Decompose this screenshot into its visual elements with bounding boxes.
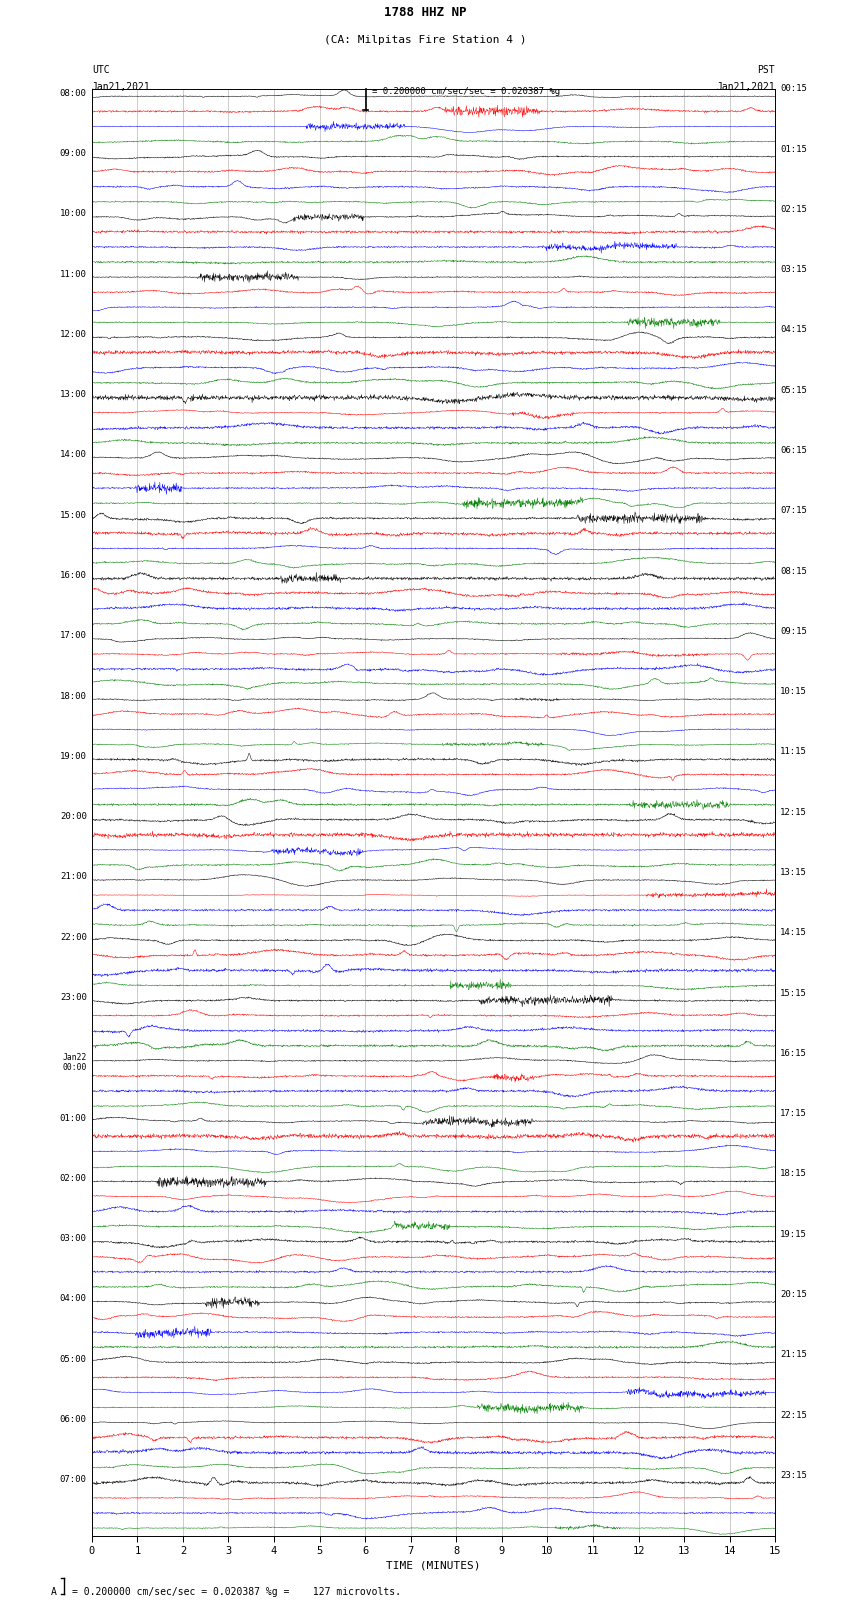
Text: 10:00: 10:00 bbox=[60, 210, 87, 218]
Text: 02:15: 02:15 bbox=[780, 205, 808, 215]
Text: 23:15: 23:15 bbox=[780, 1471, 808, 1479]
Text: = 0.200000 cm/sec/sec = 0.020387 %g: = 0.200000 cm/sec/sec = 0.020387 %g bbox=[372, 87, 560, 97]
Text: Jan21,2021: Jan21,2021 bbox=[717, 82, 775, 92]
Text: PST: PST bbox=[757, 65, 775, 74]
Text: 17:00: 17:00 bbox=[60, 631, 87, 640]
Text: 10:15: 10:15 bbox=[780, 687, 808, 697]
Text: 09:00: 09:00 bbox=[60, 148, 87, 158]
Text: 02:00: 02:00 bbox=[60, 1174, 87, 1182]
Text: 13:00: 13:00 bbox=[60, 390, 87, 398]
Text: 01:15: 01:15 bbox=[780, 145, 808, 153]
Text: 13:15: 13:15 bbox=[780, 868, 808, 877]
Text: 19:00: 19:00 bbox=[60, 752, 87, 761]
Text: 15:15: 15:15 bbox=[780, 989, 808, 997]
Text: 20:15: 20:15 bbox=[780, 1290, 808, 1298]
Text: 05:15: 05:15 bbox=[780, 386, 808, 395]
Text: UTC: UTC bbox=[92, 65, 110, 74]
Text: 11:15: 11:15 bbox=[780, 747, 808, 756]
Text: = 0.200000 cm/sec/sec = 0.020387 %g =    127 microvolts.: = 0.200000 cm/sec/sec = 0.020387 %g = 12… bbox=[72, 1587, 401, 1597]
Text: 19:15: 19:15 bbox=[780, 1229, 808, 1239]
Text: 12:15: 12:15 bbox=[780, 808, 808, 816]
Text: (CA: Milpitas Fire Station 4 ): (CA: Milpitas Fire Station 4 ) bbox=[324, 35, 526, 45]
Text: 09:15: 09:15 bbox=[780, 627, 808, 636]
Text: 06:15: 06:15 bbox=[780, 445, 808, 455]
Text: 04:00: 04:00 bbox=[60, 1294, 87, 1303]
Text: 23:00: 23:00 bbox=[60, 994, 87, 1002]
Text: 16:15: 16:15 bbox=[780, 1048, 808, 1058]
Text: 08:00: 08:00 bbox=[60, 89, 87, 98]
Text: 21:00: 21:00 bbox=[60, 873, 87, 881]
Text: 14:15: 14:15 bbox=[780, 927, 808, 937]
Text: 1788 HHZ NP: 1788 HHZ NP bbox=[383, 6, 467, 19]
Text: 03:15: 03:15 bbox=[780, 265, 808, 274]
Text: 03:00: 03:00 bbox=[60, 1234, 87, 1244]
Text: 16:00: 16:00 bbox=[60, 571, 87, 581]
Text: Jan21,2021: Jan21,2021 bbox=[92, 82, 150, 92]
Text: 06:00: 06:00 bbox=[60, 1415, 87, 1424]
X-axis label: TIME (MINUTES): TIME (MINUTES) bbox=[386, 1560, 481, 1569]
Text: 07:15: 07:15 bbox=[780, 506, 808, 515]
Text: 01:00: 01:00 bbox=[60, 1113, 87, 1123]
Text: 21:15: 21:15 bbox=[780, 1350, 808, 1360]
Text: 12:00: 12:00 bbox=[60, 331, 87, 339]
Text: 07:00: 07:00 bbox=[60, 1476, 87, 1484]
Text: 22:00: 22:00 bbox=[60, 932, 87, 942]
Text: 20:00: 20:00 bbox=[60, 813, 87, 821]
Text: 22:15: 22:15 bbox=[780, 1410, 808, 1419]
Text: A: A bbox=[51, 1587, 57, 1597]
Text: 00:15: 00:15 bbox=[780, 84, 808, 94]
Text: 11:00: 11:00 bbox=[60, 269, 87, 279]
Text: 17:15: 17:15 bbox=[780, 1110, 808, 1118]
Text: 14:00: 14:00 bbox=[60, 450, 87, 460]
Text: 05:00: 05:00 bbox=[60, 1355, 87, 1363]
Text: 18:15: 18:15 bbox=[780, 1169, 808, 1179]
Text: 18:00: 18:00 bbox=[60, 692, 87, 700]
Text: 08:15: 08:15 bbox=[780, 566, 808, 576]
Text: 15:00: 15:00 bbox=[60, 511, 87, 519]
Text: Jan22
00:00: Jan22 00:00 bbox=[62, 1053, 87, 1073]
Text: 04:15: 04:15 bbox=[780, 326, 808, 334]
